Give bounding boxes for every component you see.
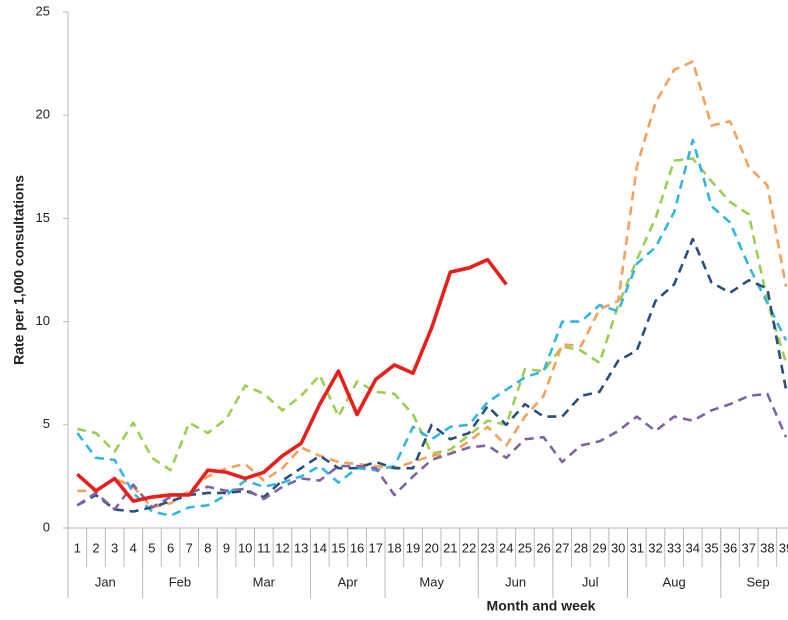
- dashed-line: [76, 237, 788, 513]
- dashed-line: [76, 392, 788, 511]
- month-label: Jan: [95, 574, 116, 589]
- x-tick-label: 10: [238, 540, 252, 555]
- x-tick-label: 2: [92, 540, 99, 555]
- solid-line: [76, 257, 508, 503]
- x-tick-label: 20: [424, 540, 438, 555]
- x-tick-label: 17: [368, 540, 382, 555]
- month-label: Jul: [582, 574, 599, 589]
- x-tick-label: 19: [406, 540, 420, 555]
- x-tick-label: 21: [443, 540, 457, 555]
- x-tick-label: 1: [74, 540, 81, 555]
- x-tick-label: 3: [111, 540, 118, 555]
- x-tick-label: 30: [611, 540, 625, 555]
- x-tick-label: 36: [723, 540, 737, 555]
- x-tick-label: 11: [257, 540, 271, 555]
- dashed-line: [77, 157, 788, 472]
- y-tick-label: 10: [36, 313, 50, 328]
- x-tick-label: 31: [630, 540, 644, 555]
- x-tick-label: 7: [186, 540, 193, 555]
- x-tick-label: 12: [275, 540, 289, 555]
- month-label: Apr: [338, 574, 359, 589]
- x-tick-label: 4: [130, 540, 137, 555]
- dashed-line: [76, 138, 788, 517]
- x-tick-label: 14: [313, 540, 327, 555]
- x-tick-label: 33: [667, 540, 681, 555]
- y-tick-label: 20: [36, 107, 50, 122]
- x-tick-label: 8: [204, 540, 211, 555]
- y-axis-label: Rate per 1,000 consultations: [11, 175, 27, 365]
- x-tick-label: 32: [648, 540, 662, 555]
- x-tick-label: 29: [592, 540, 606, 555]
- x-tick-label: 35: [704, 540, 718, 555]
- x-tick-label: 39: [779, 540, 788, 555]
- x-tick-label: 34: [686, 540, 700, 555]
- x-tick-label: 16: [350, 540, 364, 555]
- x-tick-label: 23: [480, 540, 494, 555]
- x-tick-label: 9: [223, 540, 230, 555]
- x-tick-label: 15: [331, 540, 345, 555]
- month-label: Sep: [746, 574, 769, 589]
- month-label: Aug: [663, 574, 686, 589]
- x-tick-label: 28: [574, 540, 588, 555]
- x-tick-label: 22: [462, 540, 476, 555]
- month-label: Mar: [253, 574, 276, 589]
- month-label: Feb: [169, 574, 191, 589]
- month-label: Jun: [505, 574, 526, 589]
- x-axis-label: Month and week: [487, 598, 596, 614]
- x-tick-label: 25: [518, 540, 532, 555]
- x-tick-label: 5: [148, 540, 155, 555]
- x-tick-label: 18: [387, 540, 401, 555]
- x-tick-label: 26: [536, 540, 550, 555]
- month-label: May: [419, 574, 444, 589]
- x-tick-label: 13: [294, 540, 308, 555]
- x-tick-label: 24: [499, 540, 513, 555]
- y-tick-label: 0: [43, 519, 50, 534]
- y-tick-label: 5: [43, 416, 50, 431]
- x-tick-label: 27: [555, 540, 569, 555]
- x-tick-label: 38: [760, 540, 774, 555]
- y-tick-label: 25: [36, 3, 50, 18]
- dashed-line: [77, 60, 788, 509]
- x-tick-label: 37: [741, 540, 755, 555]
- y-tick-label: 15: [36, 210, 50, 225]
- x-tick-label: 6: [167, 540, 174, 555]
